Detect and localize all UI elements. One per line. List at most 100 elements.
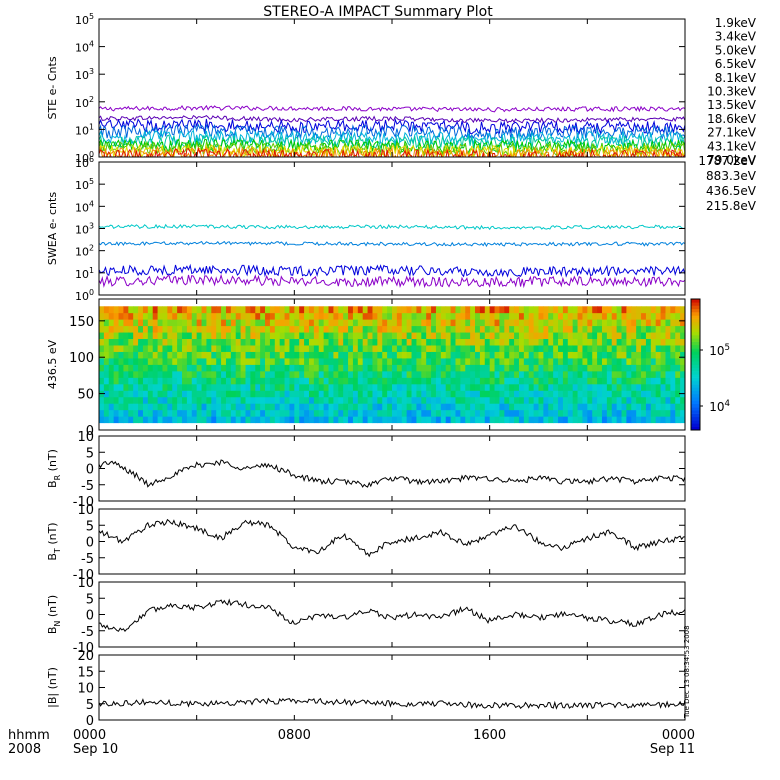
heatmap-cell (660, 390, 666, 398)
heatmap-cell (245, 390, 251, 398)
heatmap-cell (636, 383, 642, 391)
heatmap-cell (660, 409, 666, 417)
heatmap-cell (299, 390, 305, 398)
heatmap-cell (294, 370, 300, 378)
heatmap-cell (396, 377, 403, 385)
heatmap-cell (162, 306, 168, 314)
heatmap-cell (157, 383, 163, 391)
heatmap-cell (230, 377, 237, 385)
series-line (99, 140, 685, 157)
heatmap-cell (499, 306, 505, 314)
heatmap-cell (621, 332, 627, 340)
heatmap-cell (318, 351, 325, 359)
heatmap-cell (177, 338, 183, 346)
heatmap-cell (577, 390, 583, 398)
heatmap-cell (416, 325, 422, 333)
heatmap-cell (523, 390, 530, 398)
heatmap-cell (533, 390, 539, 398)
heatmap-cell (269, 358, 276, 365)
heatmap-cell (206, 377, 212, 385)
heatmap-cell (182, 325, 188, 333)
heatmap-cell (216, 319, 222, 327)
heatmap-cell (538, 325, 544, 333)
heatmap-cell (411, 364, 417, 372)
heatmap-cell (211, 319, 217, 327)
heatmap-cell (138, 396, 144, 404)
heatmap-cell (460, 332, 466, 340)
heatmap-cell (245, 351, 251, 359)
heatmap-cell (308, 358, 315, 365)
heatmap-cell (450, 358, 456, 365)
heatmap-cell (484, 306, 491, 314)
heatmap-cell (616, 396, 622, 404)
heatmap-cell (284, 403, 290, 411)
heatmap-cell (426, 306, 432, 314)
heatmap-cell (543, 319, 549, 327)
heatmap-cell (450, 396, 456, 404)
heatmap-cell (128, 364, 134, 372)
heatmap-cell (455, 358, 461, 365)
heatmap-cell (157, 416, 163, 424)
heatmap-cell (372, 390, 378, 398)
heatmap-cell (670, 351, 676, 359)
heatmap-cell (172, 377, 178, 385)
heatmap-cell (294, 409, 300, 417)
heatmap-cell (328, 338, 334, 346)
heatmap-cell (582, 319, 588, 327)
heatmap-cell (211, 332, 217, 340)
heatmap-cell (103, 345, 110, 352)
heatmap-cell (455, 377, 461, 385)
heatmap-cell (426, 345, 432, 352)
heatmap-cell (260, 364, 266, 372)
heatmap-cell (597, 306, 603, 314)
heatmap-cell (567, 358, 574, 365)
heatmap-cell (211, 383, 217, 391)
heatmap-cell (108, 409, 115, 417)
heatmap-cell (235, 403, 242, 411)
heatmap-cell (289, 325, 295, 333)
heatmap-cell (352, 358, 359, 365)
heatmap-cell (133, 370, 139, 378)
heatmap-cell (645, 338, 652, 346)
heatmap-cell (211, 338, 217, 346)
heatmap-cell (343, 358, 349, 365)
heatmap-cell (582, 396, 588, 404)
heatmap-cell (538, 306, 544, 314)
heatmap-cell (225, 416, 232, 424)
heatmap-cell (201, 351, 207, 359)
heatmap-cell (670, 409, 676, 417)
heatmap-cell (367, 338, 373, 346)
heatmap-cell (641, 312, 647, 320)
heatmap-cell (313, 390, 320, 398)
heatmap-cell (592, 364, 598, 372)
heatmap-cell (621, 396, 627, 404)
heatmap-cell (362, 325, 368, 333)
heatmap-cell (621, 383, 627, 391)
heatmap-cell (670, 319, 676, 327)
heatmap-cell (362, 409, 368, 417)
heatmap-cell (318, 312, 325, 320)
heatmap-cell (118, 396, 124, 404)
heatmap-cell (494, 338, 500, 346)
heatmap-cell (416, 396, 422, 404)
heatmap-cell (367, 390, 373, 398)
heatmap-cell (435, 338, 442, 346)
heatmap-cell (313, 312, 320, 320)
y-tick-label: 20 (77, 649, 94, 664)
heatmap-cell (616, 416, 622, 424)
heatmap-cell (191, 358, 198, 365)
heatmap-cell (382, 351, 388, 359)
y-tick-label: 100 (75, 150, 94, 165)
heatmap-cell (274, 383, 281, 391)
heatmap-cell (543, 358, 549, 365)
colorbar-band (691, 403, 700, 408)
heatmap-cell (372, 370, 378, 378)
heatmap-cell (128, 390, 134, 398)
heatmap-cell (308, 403, 315, 411)
heatmap-cell (211, 416, 217, 424)
heatmap-cell (411, 390, 417, 398)
y-tick-label: 100 (69, 351, 94, 366)
heatmap-cell (592, 351, 598, 359)
heatmap-cell (450, 332, 456, 340)
heatmap-cell (255, 390, 261, 398)
